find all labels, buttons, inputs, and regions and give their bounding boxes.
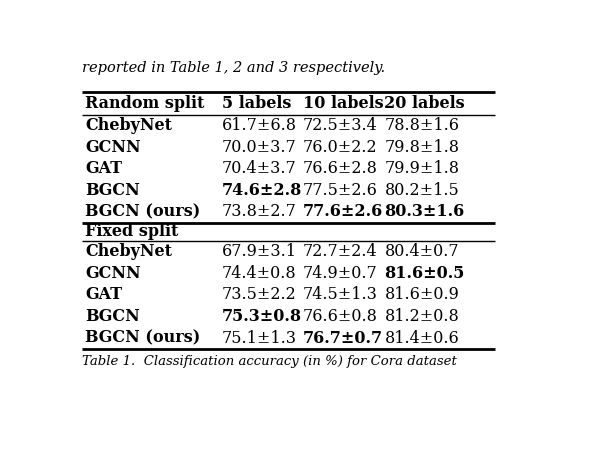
Text: 76.6±2.8: 76.6±2.8 bbox=[303, 160, 378, 177]
Text: 75.3±0.8: 75.3±0.8 bbox=[222, 308, 302, 325]
Text: BGCN: BGCN bbox=[85, 182, 140, 199]
Text: 75.1±1.3: 75.1±1.3 bbox=[222, 329, 297, 346]
Text: 80.4±0.7: 80.4±0.7 bbox=[384, 243, 459, 260]
Text: 77.5±2.6: 77.5±2.6 bbox=[303, 182, 378, 199]
Text: GCNN: GCNN bbox=[85, 139, 141, 156]
Text: 10 labels: 10 labels bbox=[303, 95, 384, 112]
Text: ChebyNet: ChebyNet bbox=[85, 243, 172, 260]
Text: GAT: GAT bbox=[85, 286, 122, 304]
Text: GAT: GAT bbox=[85, 160, 122, 177]
Text: 81.4±0.6: 81.4±0.6 bbox=[384, 329, 460, 346]
Text: 74.6±2.8: 74.6±2.8 bbox=[222, 182, 302, 199]
Text: 72.5±3.4: 72.5±3.4 bbox=[303, 117, 378, 134]
Text: GCNN: GCNN bbox=[85, 265, 141, 282]
Text: 76.0±2.2: 76.0±2.2 bbox=[303, 139, 378, 156]
Text: 70.0±3.7: 70.0±3.7 bbox=[222, 139, 296, 156]
Text: 74.4±0.8: 74.4±0.8 bbox=[222, 265, 296, 282]
Text: 74.5±1.3: 74.5±1.3 bbox=[303, 286, 378, 304]
Text: 79.8±1.8: 79.8±1.8 bbox=[384, 139, 460, 156]
Text: 78.8±1.6: 78.8±1.6 bbox=[384, 117, 460, 134]
Text: 80.3±1.6: 80.3±1.6 bbox=[384, 203, 465, 220]
Text: 20 labels: 20 labels bbox=[384, 95, 465, 112]
Text: reported in Table 1, 2 and 3 respectively.: reported in Table 1, 2 and 3 respectivel… bbox=[82, 61, 386, 75]
Text: 81.6±0.5: 81.6±0.5 bbox=[384, 265, 465, 282]
Text: 80.2±1.5: 80.2±1.5 bbox=[384, 182, 460, 199]
Text: 76.6±0.8: 76.6±0.8 bbox=[303, 308, 378, 325]
Text: ChebyNet: ChebyNet bbox=[85, 117, 172, 134]
Text: 76.7±0.7: 76.7±0.7 bbox=[303, 329, 383, 346]
Text: 70.4±3.7: 70.4±3.7 bbox=[222, 160, 296, 177]
Text: 67.9±3.1: 67.9±3.1 bbox=[222, 243, 297, 260]
Text: BGCN: BGCN bbox=[85, 308, 140, 325]
Text: 73.5±2.2: 73.5±2.2 bbox=[222, 286, 296, 304]
Text: 81.6±0.9: 81.6±0.9 bbox=[384, 286, 460, 304]
Text: 72.7±2.4: 72.7±2.4 bbox=[303, 243, 378, 260]
Text: 5 labels: 5 labels bbox=[222, 95, 291, 112]
Text: BGCN (ours): BGCN (ours) bbox=[85, 203, 201, 220]
Text: 81.2±0.8: 81.2±0.8 bbox=[384, 308, 460, 325]
Text: 79.9±1.8: 79.9±1.8 bbox=[384, 160, 460, 177]
Text: Random split: Random split bbox=[85, 95, 204, 112]
Text: 73.8±2.7: 73.8±2.7 bbox=[222, 203, 297, 220]
Text: 61.7±6.8: 61.7±6.8 bbox=[222, 117, 297, 134]
Text: Table 1.  Classification accuracy (in %) for Cora dataset: Table 1. Classification accuracy (in %) … bbox=[82, 355, 457, 368]
Text: Fixed split: Fixed split bbox=[85, 223, 179, 240]
Text: BGCN (ours): BGCN (ours) bbox=[85, 329, 201, 346]
Text: 74.9±0.7: 74.9±0.7 bbox=[303, 265, 378, 282]
Text: 77.6±2.6: 77.6±2.6 bbox=[303, 203, 383, 220]
